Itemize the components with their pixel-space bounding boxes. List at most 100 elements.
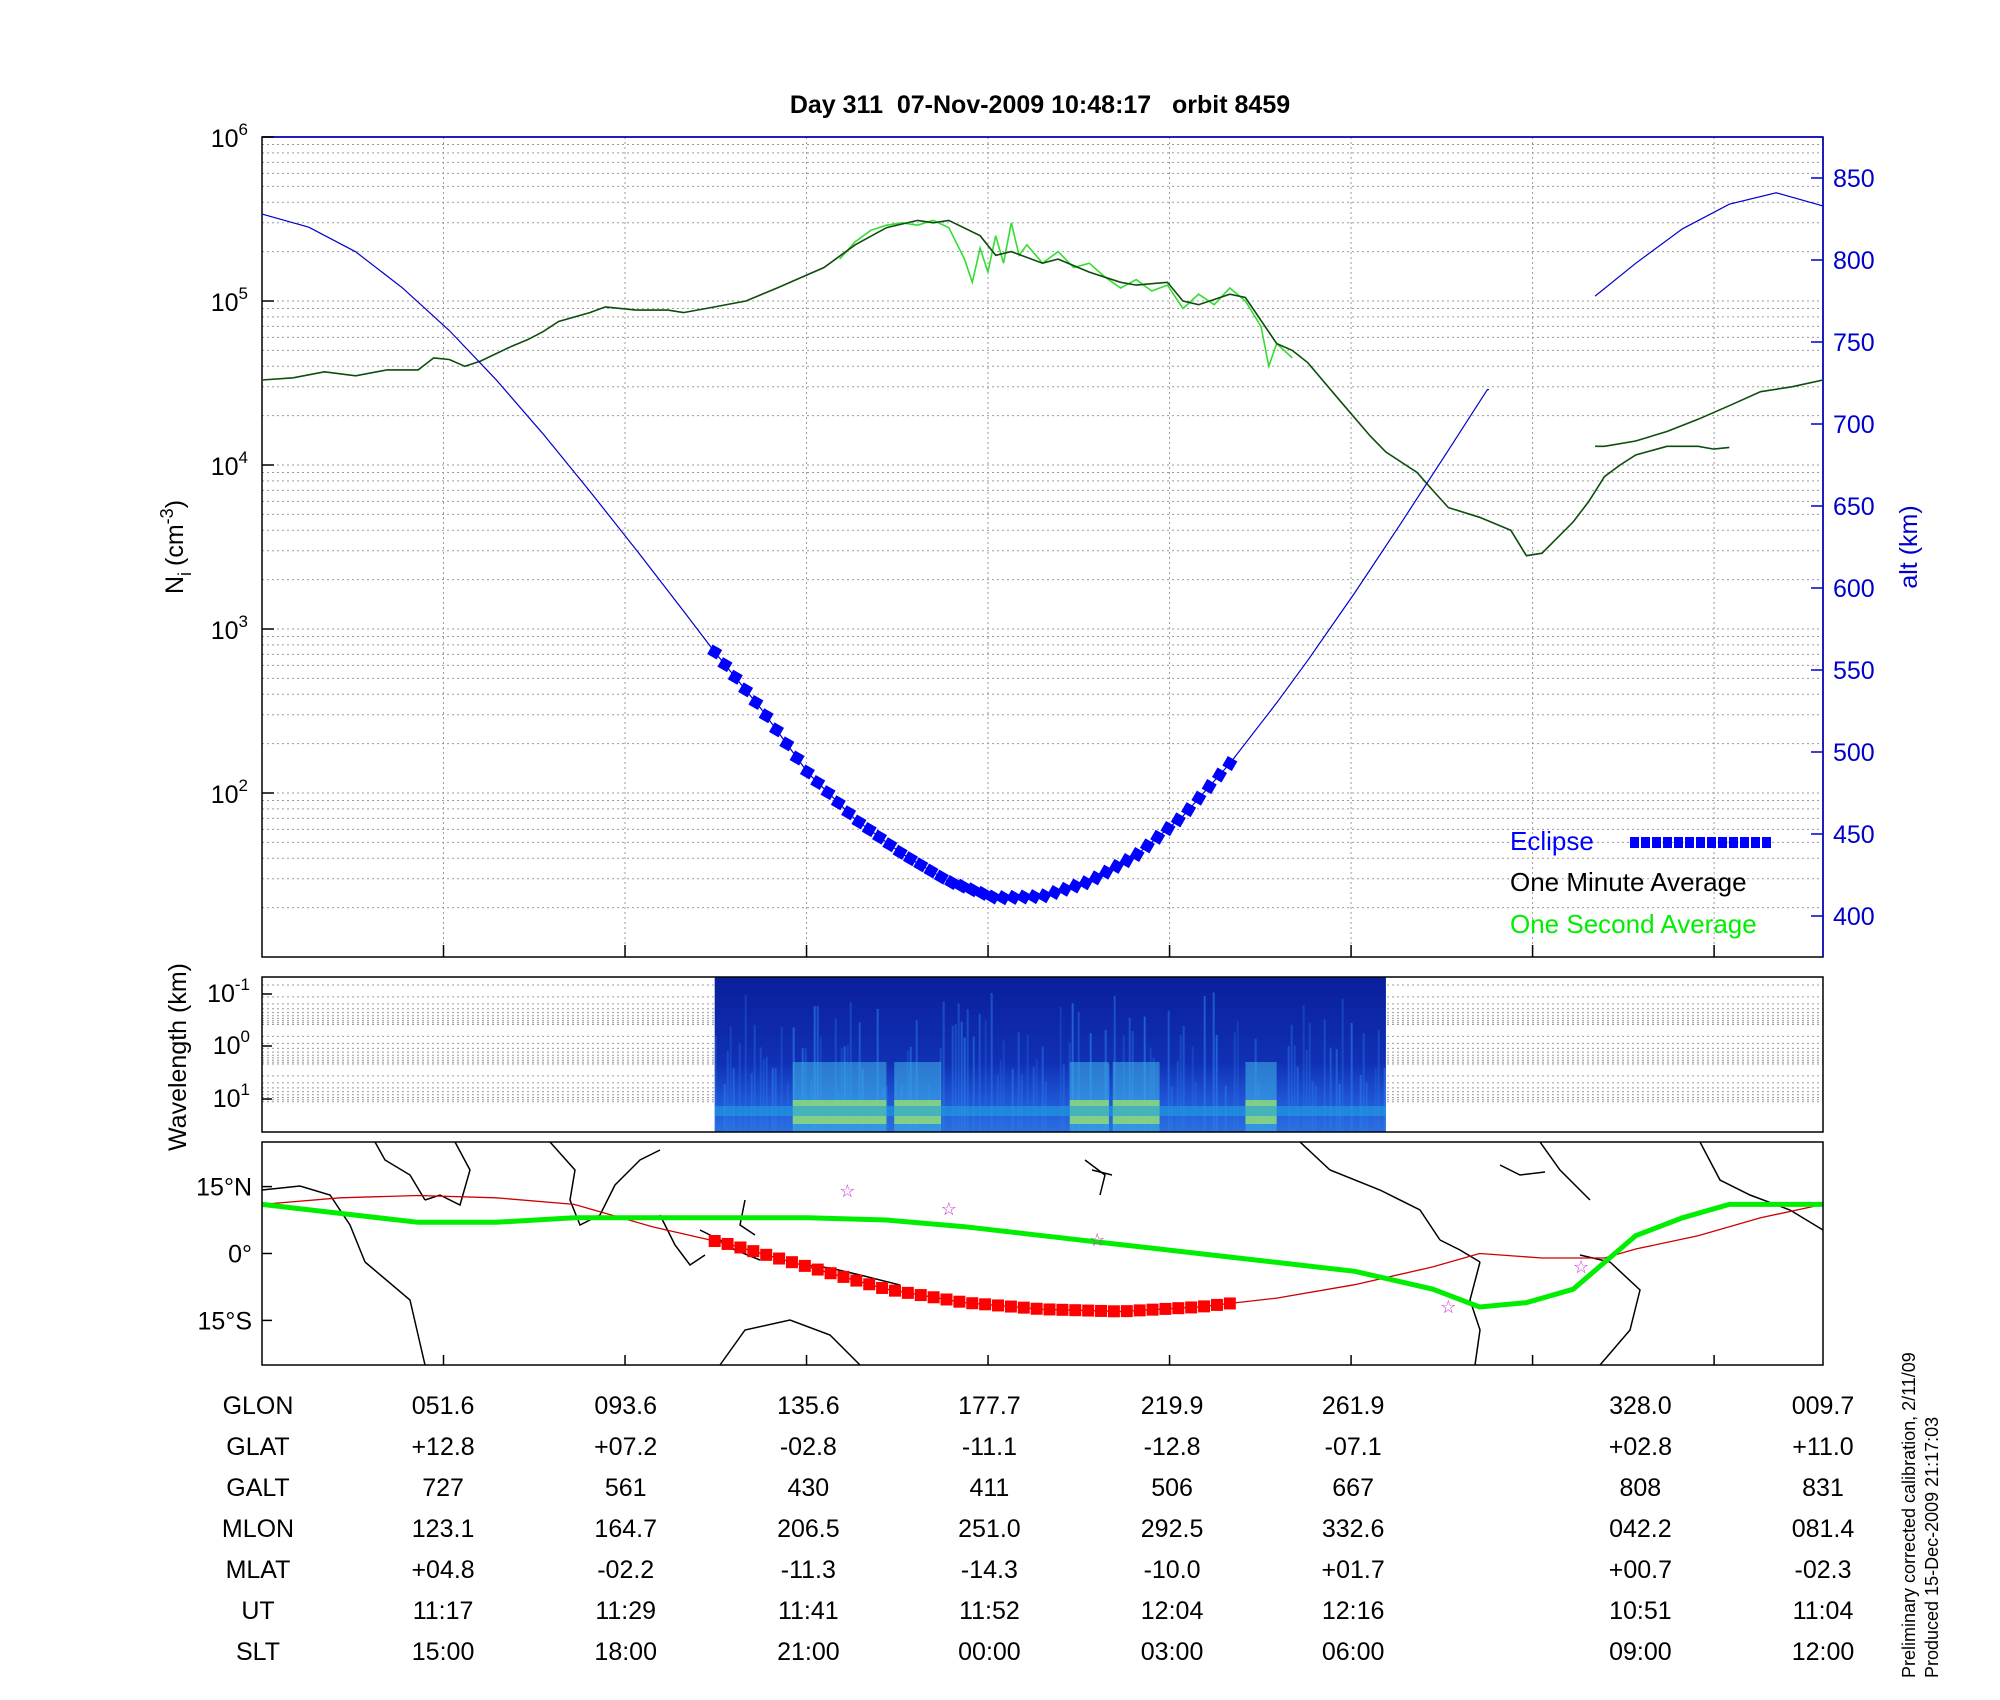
track-eclipse-marker [1223, 1297, 1236, 1310]
eclipse-marker [727, 669, 743, 685]
spectrogram-streak [1308, 1022, 1311, 1132]
spectrogram-streak [714, 1035, 717, 1132]
table-cell: 03:00 [1141, 1638, 1204, 1666]
coastline [261, 1185, 366, 1263]
eclipse-marker [1170, 812, 1186, 828]
altitude-line [1594, 192, 1824, 297]
spectrogram-streak [1233, 1032, 1236, 1132]
spectrogram-streak [1341, 998, 1344, 1132]
table-cell: -02.2 [597, 1556, 654, 1584]
eclipse-marker [1129, 847, 1145, 863]
star-marker: ☆ [839, 1181, 855, 1201]
eclipse-marker [1201, 779, 1217, 795]
table-cell: +07.2 [594, 1433, 657, 1461]
legend-second-label: One Second Average [1510, 909, 1757, 939]
legend-eclipse-square [1762, 837, 1771, 848]
eclipse-marker [738, 682, 754, 698]
eclipse-marker [892, 844, 908, 860]
spectrogram-streak [1293, 1045, 1296, 1132]
ground-track-line [261, 1201, 1823, 1310]
table-cell: +02.8 [1609, 1433, 1672, 1461]
spectrogram-streak [759, 1047, 762, 1132]
coastline [1091, 1169, 1113, 1176]
eclipse-marker [944, 875, 960, 891]
spectrogram-streak [1215, 1034, 1218, 1132]
table-cell: -02.3 [1795, 1556, 1852, 1584]
eclipse-marker [872, 829, 888, 845]
spectrogram-streak [1302, 1005, 1305, 1132]
spectrogram-streak [780, 1026, 783, 1132]
track-eclipse-marker [1210, 1298, 1223, 1311]
altitude-tick-label: 600 [1833, 575, 1875, 603]
table-cell: 177.7 [958, 1392, 1021, 1420]
legend-eclipse-square [1718, 837, 1727, 848]
eclipse-marker [1160, 821, 1176, 837]
spectrogram-streak [750, 1073, 753, 1132]
eclipse-marker [1139, 838, 1155, 854]
table-row-label: SLT [236, 1638, 280, 1666]
eclipse-marker [841, 805, 857, 821]
spectrogram-band [714, 1106, 1386, 1116]
eclipse-marker [1005, 889, 1021, 905]
track-eclipse-marker [888, 1284, 901, 1297]
spectrogram-streak [729, 1026, 732, 1132]
table-cell: 727 [422, 1474, 464, 1502]
spectrogram-streak [1323, 1019, 1326, 1132]
spectrogram-streak [978, 1013, 981, 1132]
table-cell: 164.7 [594, 1515, 657, 1543]
table-row-label: MLON [222, 1515, 294, 1543]
altitude-tick-label: 850 [1833, 165, 1875, 193]
track-eclipse-marker [837, 1270, 850, 1283]
table-cell: -02.8 [780, 1433, 837, 1461]
table-cell: 219.9 [1141, 1392, 1204, 1420]
coastline [1499, 1164, 1546, 1176]
table-cell: 11:04 [1793, 1597, 1854, 1625]
ground-track-panel: ☆ ☆ ☆ ☆ ☆ 15°N 0° 15°S [196, 1141, 1824, 1366]
table-cell: 081.4 [1792, 1515, 1855, 1543]
eclipse-marker [1047, 884, 1063, 900]
table-cell: 206.5 [777, 1515, 840, 1543]
eclipse-marker [933, 869, 949, 885]
y-tick-label: 105 [211, 284, 248, 317]
track-eclipse-marker [785, 1256, 798, 1269]
eclipse-marker [964, 882, 980, 898]
track-eclipse-marker [1120, 1305, 1133, 1318]
spectrogram-streak [1212, 992, 1215, 1132]
track-eclipse-marker [850, 1274, 863, 1287]
spectrogram-streak [990, 992, 993, 1132]
y-tick-label: 10-1 [207, 975, 250, 1008]
track-eclipse-marker [940, 1293, 953, 1306]
track-eclipse-marker [1004, 1300, 1017, 1313]
y-tick-label: 103 [211, 612, 248, 645]
eclipse-marker [820, 785, 836, 801]
table-cell: 292.5 [1141, 1515, 1204, 1543]
table-cell: 506 [1151, 1474, 1193, 1502]
spectrogram-streak [1191, 1046, 1194, 1132]
spectrogram-streak [1068, 1042, 1071, 1132]
table-cell: 00:00 [958, 1638, 1021, 1666]
eclipse-marker [954, 878, 970, 894]
eclipse-marker [830, 795, 846, 811]
map-latitude-ticks: 15°N 0° 15°S [196, 1174, 272, 1335]
spectrogram-streak [1032, 1066, 1035, 1132]
track-eclipse-marker [1185, 1301, 1198, 1314]
track-eclipse-marker [901, 1286, 914, 1299]
track-eclipse-marker [734, 1241, 747, 1254]
table-cell: 831 [1802, 1474, 1844, 1502]
orbit-position-table: GLON GLAT GALT MLON MLAT UT SLT 051.6 +12.8 727 12… [222, 1392, 1854, 1666]
table-cell: -11.1 [962, 1433, 1017, 1461]
coastline [374, 1141, 426, 1201]
eclipse-marker [748, 694, 764, 710]
coastline [1579, 1254, 1641, 1366]
coastline-outlines [261, 1141, 1824, 1366]
ground-track-series [261, 1194, 1824, 1313]
eclipse-marker [1222, 755, 1238, 771]
track-eclipse-marker [1069, 1304, 1082, 1317]
spectrogram-streak [942, 1001, 945, 1132]
spectrogram-streak [951, 1025, 954, 1132]
density-y-axis-label: Ni(cm-3) [157, 500, 195, 594]
legend-eclipse-square [1641, 837, 1650, 848]
eclipse-marker [1036, 888, 1052, 904]
wavelength-plot-frame [261, 976, 1824, 1133]
